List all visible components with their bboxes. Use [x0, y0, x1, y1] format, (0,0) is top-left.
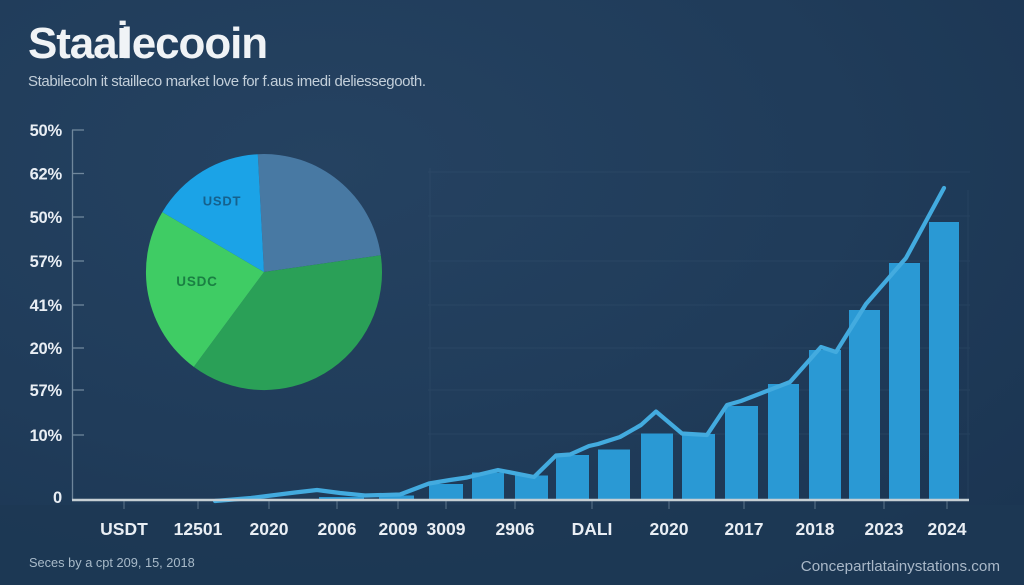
svg-text:Seces by a cpt 209, 15, 2018: Seces by a cpt 209, 15, 2018 [29, 555, 195, 570]
svg-text:2006: 2006 [318, 519, 357, 539]
svg-text:2020: 2020 [650, 519, 689, 539]
svg-text:2023: 2023 [865, 519, 904, 539]
svg-text:62%: 62% [30, 166, 63, 184]
svg-text:0: 0 [53, 489, 62, 507]
svg-text:USDT: USDT [203, 194, 242, 209]
svg-text:20%: 20% [30, 340, 63, 358]
svg-text:50%: 50% [30, 209, 63, 227]
svg-text:57%: 57% [30, 253, 63, 271]
svg-text:57%: 57% [30, 382, 63, 400]
svg-text:2009: 2009 [379, 519, 418, 539]
svg-text:2024: 2024 [928, 519, 967, 539]
svg-text:2017: 2017 [725, 519, 764, 539]
svg-text:10%: 10% [30, 427, 63, 445]
svg-text:USDT: USDT [100, 519, 148, 539]
svg-text:50%: 50% [30, 122, 63, 140]
svg-text:USDC: USDC [176, 274, 217, 289]
svg-text:2018: 2018 [796, 519, 835, 539]
svg-text:Stabilecoln it stailleco marke: Stabilecoln it stailleco market love for… [28, 73, 426, 90]
svg-text:DALI: DALI [572, 519, 613, 539]
svg-text:Staaİlecooin: Staaİlecooin [28, 19, 267, 68]
svg-text:2906: 2906 [496, 519, 535, 539]
svg-text:2020: 2020 [250, 519, 289, 539]
svg-text:12501: 12501 [174, 519, 223, 539]
svg-text:41%: 41% [30, 297, 63, 315]
svg-text:3009: 3009 [427, 519, 466, 539]
svg-text:Concepartlatainystations.com: Concepartlatainystations.com [801, 558, 1000, 575]
